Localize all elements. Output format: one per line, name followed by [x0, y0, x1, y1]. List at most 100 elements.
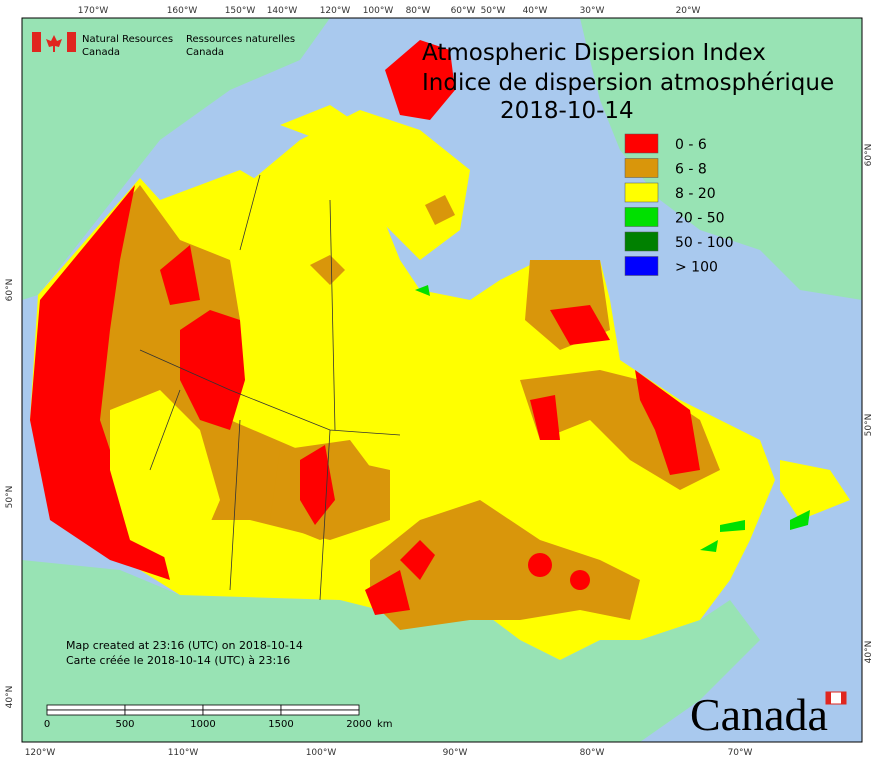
top-label: 140°W	[267, 6, 298, 16]
scale-bar: 0 500 1000 1500 2000 km	[44, 704, 393, 730]
green-patch	[700, 540, 718, 552]
flag-bar	[67, 32, 76, 52]
legend-swatch	[624, 158, 659, 178]
maple-leaf	[46, 35, 62, 52]
scale-label: 0	[44, 719, 50, 730]
graticule-labels: 170°W 160°W 150°W 140°W 120°W 100°W 80°W 60°W 50…	[5, 6, 874, 758]
red-blob	[570, 570, 590, 590]
red-blob	[400, 540, 435, 580]
legend-label: 0 - 6	[675, 137, 707, 153]
top-label: 170°W	[78, 6, 109, 16]
wordmark-flag-bar	[826, 692, 831, 704]
scale-label: 500	[115, 719, 134, 730]
agency-en: Natural Resources	[82, 34, 173, 45]
legend-label: 8 - 20	[675, 186, 716, 202]
credit: Map created at 23:16 (UTC) on 2018-10-14	[66, 639, 303, 652]
legend-swatch	[624, 256, 659, 276]
red-blob	[180, 310, 245, 430]
top-label: 100°W	[363, 6, 394, 16]
right-label: 60°N	[864, 144, 874, 167]
title-date: 2018-10-14	[500, 98, 634, 124]
green-patch	[415, 285, 430, 296]
scale-segment	[280, 709, 360, 716]
scale-segment	[46, 709, 126, 716]
orange-ring	[425, 195, 455, 225]
top-label: 160°W	[167, 6, 198, 16]
red-blob	[635, 370, 700, 475]
scale-segment	[124, 704, 204, 711]
agency-fr: Canada	[186, 47, 224, 58]
ellesmere	[385, 40, 455, 120]
legend-swatch	[624, 231, 659, 252]
top-label: 40°W	[523, 6, 548, 16]
scale-label: 2000	[346, 719, 371, 730]
scale-label: 1500	[268, 719, 293, 730]
arctic-island	[280, 105, 360, 140]
wordmark-flag-bar	[841, 692, 846, 704]
coast-red	[30, 185, 170, 580]
alaska-russia	[22, 18, 330, 300]
red-blob	[160, 245, 200, 305]
orange-blob	[370, 500, 640, 630]
credit: Carte créée le 2018-10-14 (UTC) à 23:16	[66, 654, 290, 667]
united-states	[22, 560, 760, 742]
agency-en: Canada	[82, 47, 120, 58]
green-patch	[790, 510, 810, 530]
top-label: 50°W	[481, 6, 506, 16]
newfoundland	[780, 460, 850, 520]
frame-border	[21, 17, 863, 743]
top-label: 80°W	[406, 6, 431, 16]
red-blob	[528, 553, 552, 577]
left-label: 60°N	[5, 279, 15, 302]
legend-swatch	[624, 207, 659, 227]
map-frame	[21, 17, 863, 743]
bottom-label: 100°W	[306, 748, 337, 758]
top-label: 60°W	[451, 6, 476, 16]
legend-swatch	[624, 182, 659, 203]
agency-logo: Natural Resources Canada Ressources natu…	[32, 32, 295, 58]
bottom-label: 120°W	[25, 748, 56, 758]
agency-fr: Ressources naturelles	[186, 34, 295, 45]
scale-segment	[202, 704, 282, 711]
bottom-label: 80°W	[580, 748, 605, 758]
legend-label: > 100	[675, 260, 718, 276]
red-blob	[300, 445, 335, 525]
right-label: 40°N	[864, 641, 874, 664]
green-patch	[720, 520, 745, 532]
top-label: 150°W	[225, 6, 256, 16]
flag-bar	[32, 32, 41, 52]
scale-segment	[280, 704, 360, 711]
wordmark-text: Canada	[690, 689, 828, 740]
title-fr: Indice de dispersion atmosphérique	[422, 70, 834, 96]
red-blob	[365, 570, 410, 615]
scale-label: 1000	[190, 719, 215, 730]
title-en: Atmospheric Dispersion Index	[422, 40, 766, 66]
red-blob	[530, 395, 560, 440]
wordmark: Canada	[690, 689, 847, 740]
legend: 0 - 6 6 - 8 8 - 20 20 - 50 50 - 100 > 100	[624, 133, 734, 276]
scale-unit: km	[377, 719, 393, 730]
bottom-label: 90°W	[443, 748, 468, 758]
orange-ring	[310, 255, 345, 285]
scale-segment	[46, 704, 126, 711]
scale-segment	[202, 709, 282, 716]
legend-label: 6 - 8	[675, 162, 707, 178]
yellow-blob	[110, 390, 220, 570]
top-label: 120°W	[320, 6, 351, 16]
red-blob	[550, 305, 610, 345]
top-label: 30°W	[580, 6, 605, 16]
left-label: 40°N	[5, 686, 15, 709]
scale-segment	[124, 709, 204, 716]
legend-label: 20 - 50	[675, 211, 725, 227]
greenland	[580, 18, 862, 300]
canada	[30, 40, 850, 660]
top-label: 20°W	[676, 6, 701, 16]
legend-swatch	[624, 133, 659, 154]
legend-label: 50 - 100	[675, 235, 734, 251]
provincial-borders	[139, 174, 401, 601]
bottom-label: 110°W	[168, 748, 199, 758]
right-label: 50°N	[864, 414, 874, 437]
